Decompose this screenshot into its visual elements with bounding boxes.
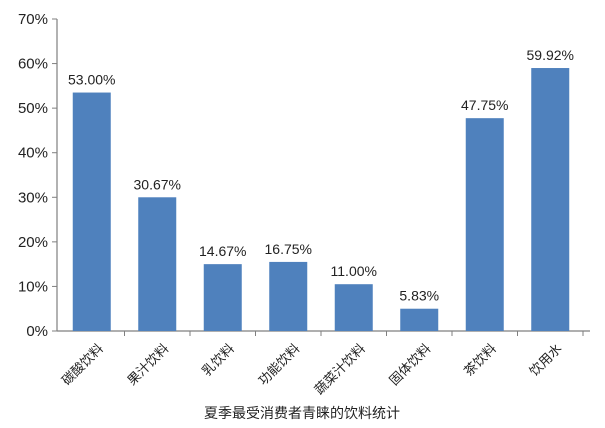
data-label: 30.67% — [134, 176, 181, 192]
x-tick-label: 蔬菜汁饮料 — [312, 341, 369, 398]
y-tick-labels: 0% 10% 20% 30% 40% 50% 60% 70% — [18, 11, 48, 340]
bar — [531, 68, 570, 332]
y-tick-label: 70% — [18, 11, 48, 28]
y-tick-label: 10% — [18, 278, 48, 295]
y-tick-label: 60% — [18, 56, 48, 73]
x-tick-label: 饮用水 — [527, 341, 565, 379]
bar — [334, 284, 373, 331]
data-label: 16.75% — [265, 241, 312, 257]
x-tick-labels: 碳酸饮料 果汁饮料 乳饮料 功能饮料 蔬菜汁饮料 固体饮料 茶饮料 饮用水 — [59, 341, 565, 398]
x-tick-label: 茶饮料 — [461, 341, 500, 380]
x-tick-label: 碳酸饮料 — [59, 341, 106, 388]
x-tick-label: 乳饮料 — [200, 341, 238, 379]
data-label: 14.67% — [199, 243, 246, 259]
bar — [465, 118, 504, 332]
data-label: 53.00% — [68, 72, 115, 88]
y-tick-label: 0% — [26, 323, 48, 340]
x-tick-label: 固体饮料 — [387, 341, 434, 388]
bars — [72, 68, 570, 332]
data-label: 5.83% — [399, 288, 439, 304]
data-labels: 53.00% 30.67% 14.67% 16.75% 11.00% 5.83% 47.75… — [68, 47, 574, 304]
bar — [138, 197, 177, 331]
bar — [269, 261, 308, 331]
data-label: 11.00% — [331, 263, 377, 279]
y-tick-label: 40% — [18, 145, 48, 162]
x-tick-label: 功能饮料 — [256, 341, 303, 388]
bar — [203, 264, 242, 331]
bar — [72, 92, 111, 332]
y-tick-label: 20% — [18, 234, 48, 251]
x-tick-label: 果汁饮料 — [125, 341, 172, 388]
bar — [400, 308, 439, 331]
y-tick-label: 50% — [18, 100, 48, 117]
data-label: 47.75% — [461, 97, 508, 113]
data-label: 59.92% — [527, 47, 574, 63]
y-tick-label: 30% — [18, 189, 48, 206]
chart-caption: 夏季最受消费者青睐的饮料统计 — [204, 406, 400, 422]
